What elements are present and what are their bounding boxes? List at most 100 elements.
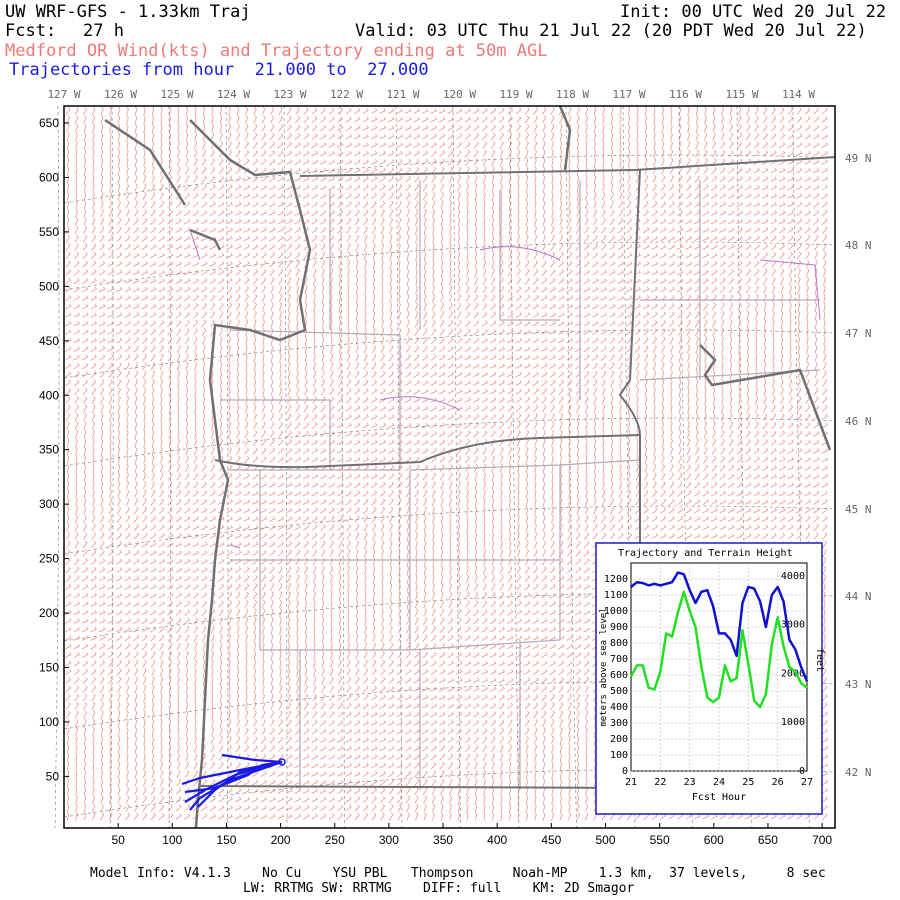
map-axes: 6506005505004504003503002502001501005050… xyxy=(39,88,872,847)
longitude-line xyxy=(168,105,171,829)
inset-left-tick: 200 xyxy=(610,734,628,745)
longitude-label: 120 W xyxy=(443,88,476,101)
x-tick-label: 550 xyxy=(650,833,670,847)
y-tick-label: 650 xyxy=(39,116,59,130)
x-tick-label: 250 xyxy=(325,833,345,847)
inset-y-label: meters above sea level xyxy=(599,607,609,726)
coastline xyxy=(189,119,312,829)
inset-right-label: feet xyxy=(814,648,825,672)
valid-time: Valid: 03 UTC Thu 21 Jul 22 (20 PDT Wed … xyxy=(355,21,867,41)
longitude-line xyxy=(225,105,229,829)
x-tick-label: 450 xyxy=(541,833,561,847)
county-boundary xyxy=(229,329,401,471)
latitude-label: 42 N xyxy=(845,766,872,779)
river xyxy=(379,396,461,411)
latitude-label: 49 N xyxy=(845,152,872,165)
longitude-label: 116 W xyxy=(669,88,702,101)
x-tick-label: 300 xyxy=(379,833,399,847)
latitude-label: 44 N xyxy=(845,590,872,603)
trajectory-path xyxy=(184,760,283,794)
inset-x-tick: 27 xyxy=(801,777,813,788)
inset-left-tick: 1000 xyxy=(604,606,628,617)
x-tick-label: 150 xyxy=(216,833,236,847)
county-boundary xyxy=(220,399,331,470)
map-title: UW WRF-GFS - 1.33km Traj xyxy=(5,2,251,22)
longitude-label: 126 W xyxy=(104,88,137,101)
longitude-line xyxy=(509,105,520,829)
river xyxy=(229,544,241,549)
init-time: Init: 00 UTC Wed 20 Jul 22 xyxy=(620,2,887,22)
longitude-label: 127 W xyxy=(47,88,80,101)
inset-left-tick: 1200 xyxy=(604,574,628,585)
x-tick-label: 400 xyxy=(487,833,507,847)
river xyxy=(189,229,201,261)
inset-right-tick: 0 xyxy=(799,766,805,777)
longitude-label: 124 W xyxy=(217,88,250,101)
inset-x-tick: 22 xyxy=(654,777,666,788)
state-border xyxy=(199,785,641,789)
inset-x-tick: 25 xyxy=(742,777,754,788)
y-tick-label: 250 xyxy=(39,552,59,566)
inset-right-tick: 3000 xyxy=(781,620,805,631)
y-tick-label: 150 xyxy=(39,661,59,675)
y-tick-label: 450 xyxy=(39,334,59,348)
inset-title: Trajectory and Terrain Height xyxy=(618,548,793,559)
strait-coastline xyxy=(104,118,222,251)
inset-x-tick: 26 xyxy=(772,777,784,788)
longitude-label: 122 W xyxy=(330,88,363,101)
inset-x-tick: 21 xyxy=(625,777,637,788)
inset-left-tick: 500 xyxy=(610,686,628,697)
x-tick-label: 200 xyxy=(271,833,291,847)
inset-left-tick: 1100 xyxy=(604,590,628,601)
inset-x-label: Fcst Hour xyxy=(692,792,746,803)
river xyxy=(759,259,821,321)
lake-shore xyxy=(558,105,572,171)
trajectory-endpoint xyxy=(278,758,286,766)
y-tick-label: 600 xyxy=(39,170,59,184)
inset-frame xyxy=(595,542,823,815)
y-tick-label: 100 xyxy=(39,715,59,729)
trajectory-terrain-inset: Trajectory and Terrain Height 1200 1100 100… xyxy=(595,542,825,815)
latitude-label: 47 N xyxy=(845,327,872,340)
longitude-line xyxy=(110,105,114,829)
longitude-label: 114 W xyxy=(782,88,815,101)
latitude-line xyxy=(63,241,836,291)
y-tick-label: 500 xyxy=(39,279,59,293)
trajectory-path xyxy=(221,753,283,764)
x-tick-label: 350 xyxy=(433,833,453,847)
forecast-label: Fcst: xyxy=(5,21,57,41)
x-tick-label: 100 xyxy=(162,833,182,847)
longitude-line xyxy=(452,105,461,829)
inset-right-tick: 2000 xyxy=(781,668,805,679)
state-border xyxy=(618,169,641,436)
latitude-label: 48 N xyxy=(845,239,872,252)
longitude-label: 118 W xyxy=(556,88,589,101)
latitude-line xyxy=(63,329,836,379)
terrain-height-line xyxy=(629,590,808,709)
model-info: Model Info: V4.1.3 No Cu YSU PBL Thompso… xyxy=(90,866,826,881)
y-tick-label: 350 xyxy=(39,443,59,457)
inset-left-tick: 300 xyxy=(610,718,628,729)
longitude-label: 121 W xyxy=(386,88,419,101)
longitude-line xyxy=(283,105,288,829)
y-tick-label: 550 xyxy=(39,225,59,239)
x-tick-label: 650 xyxy=(758,833,778,847)
x-tick-label: 50 xyxy=(111,833,125,847)
map-frame xyxy=(63,105,836,829)
longitude-label: 125 W xyxy=(160,88,193,101)
forecast-hours: 27 h xyxy=(83,21,124,41)
inset-x-tick: 23 xyxy=(684,777,696,788)
inset-left-tick: 400 xyxy=(610,702,628,713)
inset-right-tick: 1000 xyxy=(781,717,805,728)
latitude-label: 46 N xyxy=(845,415,872,428)
longitude-label: 123 W xyxy=(273,88,306,101)
y-tick-label: 200 xyxy=(39,606,59,620)
x-tick-label: 500 xyxy=(595,833,615,847)
state-border xyxy=(299,156,836,177)
inset-left-tick: 600 xyxy=(610,670,628,681)
inset-x-tick: 24 xyxy=(713,777,725,788)
trajectory-range: Trajectories from hour 21.000 to 27.000 xyxy=(9,60,429,80)
latitude-label: 43 N xyxy=(845,678,872,691)
trajectory-paths xyxy=(181,753,286,811)
